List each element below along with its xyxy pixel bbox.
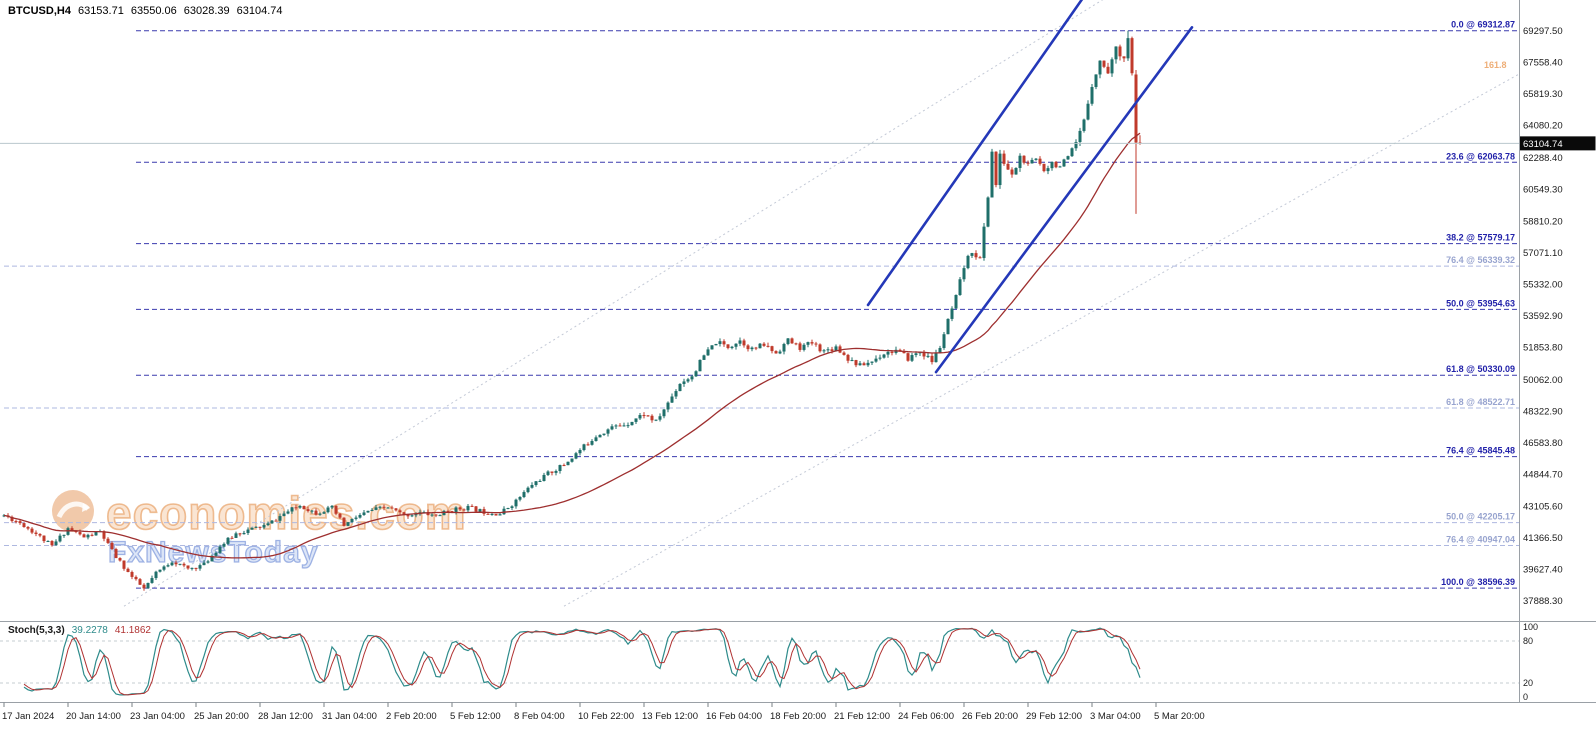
stoch-signal-line [23,628,1141,696]
chart-title: BTCUSD,H4 63153.71 63550.06 63028.39 631… [8,5,283,17]
economies-logo-icon [50,488,96,539]
price-axis-label: 50062.00 [1523,375,1563,386]
fib-level-label: 100.0 @ 38596.39 [1441,577,1515,587]
fib-level-label: 23.6 @ 62063.78 [1446,151,1515,161]
trend-channel[interactable] [866,0,1194,374]
ohlc-high: 63550.06 [130,5,177,17]
watermark: economies.com FxNewsToday [50,486,467,570]
price-axis-label: 39627.40 [1523,564,1563,575]
fib-extension-label: 161.8 [1484,60,1507,70]
time-axis-label: 29 Feb 12:00 [1026,711,1082,722]
price-axis-label: 67558.40 [1523,58,1563,69]
price-axis-labels: 69297.50 67558.40 65819.30 64080.20 62288.40… [1523,26,1563,607]
fib-level-label: 61.8 @ 48522.71 [1446,397,1515,407]
stoch-axis-label: 20 [1523,678,1533,688]
current-price-tag: 63104.74 [1520,136,1596,151]
fib-level-label: 76.4 @ 56339.32 [1446,255,1515,265]
watermark-economies: economies.com [105,486,467,540]
price-axis-label: 48322.90 [1523,407,1563,418]
time-axis-label: 5 Mar 20:00 [1154,711,1205,722]
fib-level-label: 38.2 @ 57579.17 [1446,233,1515,243]
time-axis-label: 13 Feb 12:00 [642,711,698,722]
panel-separators [0,0,1596,703]
stoch-axis-label: 80 [1523,636,1533,646]
price-axis-label: 65819.30 [1523,89,1563,100]
fib-level-label: 76.4 @ 40947.04 [1446,534,1515,544]
time-axis-label: 10 Feb 22:00 [578,711,634,722]
fib-level-label: 61.8 @ 50330.09 [1446,364,1515,374]
stoch-axis-label: 0 [1523,692,1528,702]
fib-level-label: 50.0 @ 42205.17 [1446,512,1515,522]
price-axis-label: 55332.00 [1523,279,1563,290]
time-axis-label: 17 Jan 2024 [2,711,54,722]
faint-trendlines [123,0,1519,607]
price-axis-label: 51853.80 [1523,343,1563,354]
time-axis[interactable] [0,703,1519,743]
stoch-name: Stoch(5,3,3) [8,625,65,636]
price-axis-label: 62288.40 [1523,153,1563,164]
stoch-panel[interactable] [0,622,1519,702]
stoch-main-value: 39.2278 [71,625,108,636]
time-axis-label: 2 Feb 20:00 [386,711,437,722]
time-axis-label: 25 Jan 20:00 [194,711,249,722]
time-axis-label: 3 Mar 04:00 [1090,711,1141,722]
time-axis-label: 8 Feb 04:00 [514,711,565,722]
price-axis-label: 60549.30 [1523,185,1563,196]
price-axis[interactable] [1519,0,1596,702]
fib-level-label: 76.4 @ 45845.48 [1446,446,1515,456]
time-axis-label: 16 Feb 04:00 [706,711,762,722]
time-axis-label: 28 Jan 12:00 [258,711,313,722]
stoch-axis-label: 100 [1523,622,1538,632]
price-axis-label: 46583.80 [1523,438,1563,449]
time-axis-label: 23 Jan 04:00 [130,711,185,722]
price-axis-label: 43105.60 [1523,501,1563,512]
price-axis-label: 58810.20 [1523,216,1563,227]
price-axis-label: 53592.90 [1523,311,1563,322]
symbol-timeframe: BTCUSD,H4 [8,5,71,17]
time-axis-label: 5 Feb 12:00 [450,711,501,722]
ohlc-close: 63104.74 [236,5,283,17]
fibonacci-levels: 0.0 @ 69312.87 23.6 @ 62063.78 38.2 @ 5757… [4,20,1519,589]
fib-level-label: 50.0 @ 53954.63 [1446,298,1515,308]
price-axis-label: 57071.10 [1523,248,1563,259]
time-axis-label: 21 Feb 12:00 [834,711,890,722]
time-axis-labels: 17 Jan 2024 20 Jan 14:00 23 Jan 04:00 25 Ja… [2,702,1205,722]
price-axis-label: 37888.30 [1523,596,1563,607]
candles-layer [2,30,1142,591]
time-axis-label: 31 Jan 04:00 [322,711,377,722]
time-axis-label: 24 Feb 06:00 [898,711,954,722]
price-axis-label: 69297.50 [1523,26,1563,37]
ohlc-low: 63028.39 [183,5,230,17]
ohlc-open: 63153.71 [77,5,124,17]
fib-level-label: 0.0 @ 69312.87 [1451,20,1515,30]
price-axis-label: 41366.50 [1523,533,1563,544]
stoch-signal-value: 41.1862 [114,625,151,636]
stoch-axis-labels: 100 80 20 0 [1523,622,1538,702]
time-axis-label: 20 Jan 14:00 [66,711,121,722]
stoch-main-line [23,627,1141,696]
price-axis-label: 64080.20 [1523,121,1563,132]
stochastic-indicator-label: Stoch(5,3,3) 39.2278 41.1862 [8,625,151,636]
time-axis-label: 26 Feb 20:00 [962,711,1018,722]
moving-average-line [3,132,1141,559]
stochastic-panel [0,627,1519,696]
current-price-tag-value: 63104.74 [1523,139,1563,150]
price-axis-label: 44844.70 [1523,470,1563,481]
time-axis-label: 18 Feb 20:00 [770,711,826,722]
